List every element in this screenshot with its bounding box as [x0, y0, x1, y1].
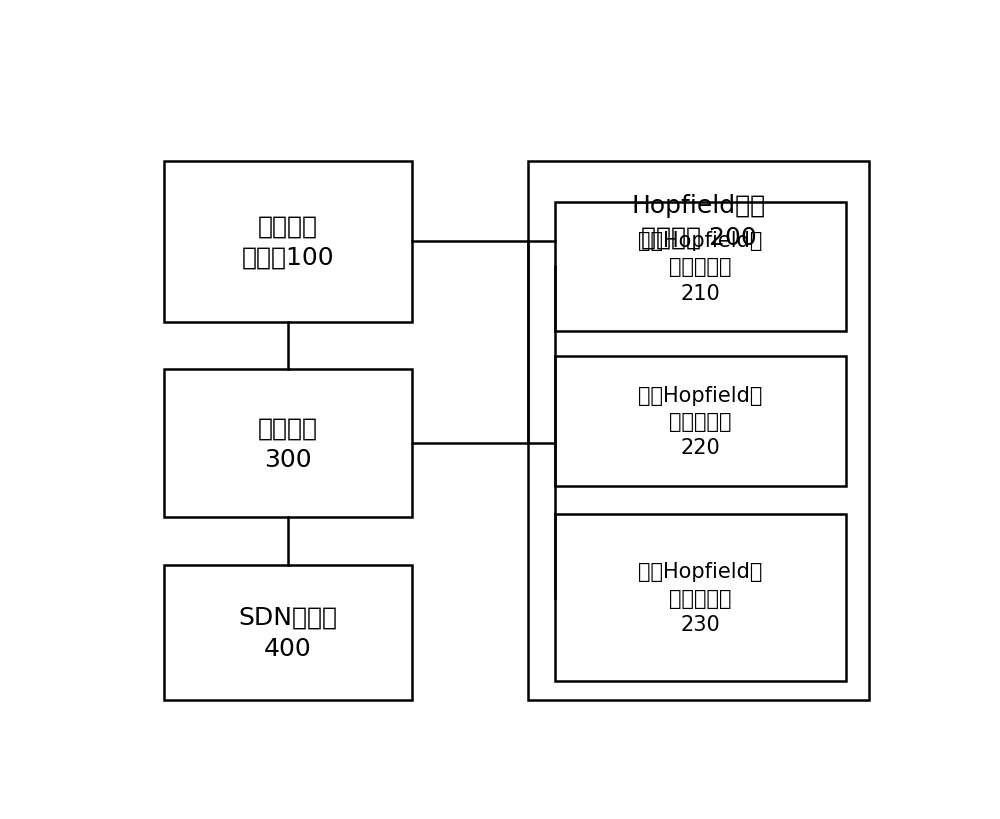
Bar: [164, 369, 412, 518]
Text: 混沌序列
生成器100: 混沌序列 生成器100: [241, 214, 334, 269]
Text: 离散Hopfield神
经网络电路
230: 离散Hopfield神 经网络电路 230: [638, 562, 763, 635]
Bar: [555, 357, 846, 486]
Text: 离散Hopfield神
经网络电路
210: 离散Hopfield神 经网络电路 210: [638, 231, 763, 303]
Text: 物联网关
300: 物联网关 300: [258, 416, 318, 471]
Text: 离散Hopfield神
经网络电路
220: 离散Hopfield神 经网络电路 220: [638, 385, 763, 458]
Bar: [555, 202, 846, 332]
Bar: [164, 161, 412, 322]
Text: Hopfield神经
网络装置 200: Hopfield神经 网络装置 200: [631, 193, 766, 249]
Bar: [164, 565, 412, 700]
Text: SDN控制器
400: SDN控制器 400: [238, 605, 337, 660]
Bar: [528, 161, 869, 700]
Bar: [555, 514, 846, 681]
